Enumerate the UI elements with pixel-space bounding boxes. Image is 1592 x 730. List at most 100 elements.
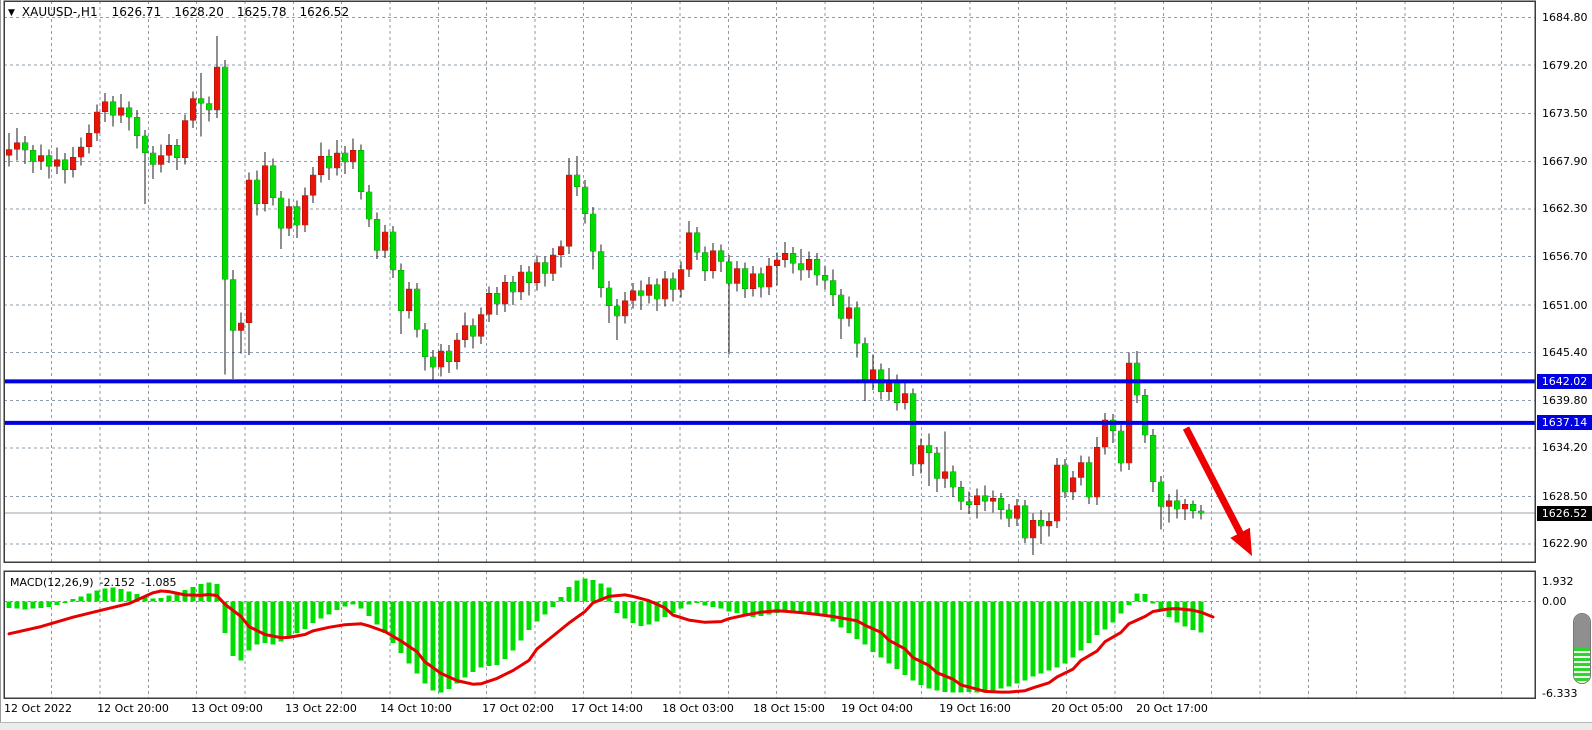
candle-body xyxy=(533,262,541,284)
macd-histogram-bar xyxy=(78,596,84,602)
candle-body xyxy=(117,107,125,116)
support-resistance-lines[interactable] xyxy=(4,379,1535,425)
candle-body xyxy=(165,144,173,156)
candle-body xyxy=(1045,520,1053,527)
macd-histogram-bar xyxy=(94,590,100,602)
candle-body xyxy=(981,495,989,502)
macd-histogram-bar xyxy=(262,601,268,644)
candle-body xyxy=(301,195,309,226)
candle-body xyxy=(957,486,965,502)
macd-histogram-bar xyxy=(454,601,460,684)
macd-histogram-bar xyxy=(902,601,908,675)
macd-histogram-bar xyxy=(1198,601,1204,633)
chart-frames xyxy=(3,0,1536,699)
macd-histogram-bar xyxy=(390,601,396,644)
macd-histogram-bar xyxy=(1062,601,1068,664)
candle-body xyxy=(1101,419,1109,448)
macd-histogram-bar xyxy=(590,579,596,602)
macd-histogram-bar xyxy=(366,601,372,616)
macd-scale[interactable]: 1.932 0.00 -6.333 xyxy=(1542,560,1592,705)
macd-histogram-bar xyxy=(158,597,164,602)
candle-body xyxy=(677,269,685,290)
candle-body xyxy=(1029,519,1037,539)
macd-histogram-bar xyxy=(1102,601,1108,630)
trend-arrow-annotation[interactable] xyxy=(1182,426,1252,556)
macd-histogram-bar xyxy=(686,601,692,605)
candle-body xyxy=(405,288,413,312)
candle-body xyxy=(149,152,157,165)
macd-histogram-bar xyxy=(758,601,764,616)
macd-histogram-bar xyxy=(558,597,564,602)
time-axis[interactable]: 12 Oct 2022 12 Oct 20:00 13 Oct 09:00 13 Oc… xyxy=(0,700,1535,718)
candle-body xyxy=(205,103,213,111)
candle-body xyxy=(733,268,741,284)
candle-body xyxy=(213,66,221,111)
macd-title: MACD(12,26,9) xyxy=(10,576,94,589)
price-axis[interactable]: 1684.80 1679.20 1673.50 1667.90 1662.30 1656.… xyxy=(1542,0,1592,560)
macd-histogram-bar xyxy=(422,601,428,684)
candle-body xyxy=(269,165,277,199)
candle-body xyxy=(317,155,325,176)
macd-histogram-bar xyxy=(102,588,108,602)
candle-body xyxy=(325,155,333,169)
candle-body xyxy=(469,325,477,337)
price-tick-label: 1634.20 xyxy=(1542,441,1588,455)
macd-histogram-bar xyxy=(1046,601,1052,671)
candle-body xyxy=(1005,509,1013,519)
candle-body xyxy=(1125,362,1133,464)
time-tick-label: 20 Oct 05:00 xyxy=(1051,702,1123,715)
macd-histogram-bar xyxy=(934,601,940,691)
time-tick-label: 14 Oct 10:00 xyxy=(380,702,452,715)
candle-body xyxy=(813,258,821,276)
price-tick-label: 1645.40 xyxy=(1542,346,1588,360)
macd-histogram-bar xyxy=(1078,601,1084,651)
candle-body xyxy=(845,307,853,319)
macd-histogram-bar xyxy=(286,601,292,638)
time-tick-label: 12 Oct 2022 xyxy=(3,702,73,715)
macd-histogram-bar xyxy=(350,601,356,605)
macd-histogram-bar xyxy=(526,601,532,631)
candle-body xyxy=(1189,503,1197,512)
macd-histogram-bar xyxy=(982,601,988,693)
macd-histogram-bar xyxy=(750,601,756,618)
macd-histogram-bar xyxy=(446,601,452,690)
candle-body xyxy=(85,132,93,148)
candle-body xyxy=(541,262,549,274)
vertical-scrollbar[interactable] xyxy=(1573,613,1591,684)
candle-body xyxy=(717,250,725,262)
scrollbar-thumb[interactable] xyxy=(1574,614,1590,648)
candle-body xyxy=(333,152,341,169)
current-price-box: 1626.52 xyxy=(1537,505,1592,521)
macd-histogram-bar xyxy=(1094,601,1100,636)
ohlc-collapse-icon[interactable]: ▼ xyxy=(8,8,15,18)
candle-body xyxy=(501,281,509,305)
macd-signal-line xyxy=(7,589,1215,694)
macd-histogram-bar xyxy=(430,601,436,691)
candle-body xyxy=(925,445,933,454)
macd-histogram-bar xyxy=(214,584,220,602)
candle-body xyxy=(461,325,469,341)
candle-body xyxy=(621,300,629,317)
macd-histogram-bar xyxy=(726,601,732,612)
candle-body xyxy=(13,142,21,150)
macd-histogram-bar xyxy=(974,601,980,693)
price-tick-label: 1628.50 xyxy=(1542,489,1588,503)
candle-body xyxy=(1069,477,1077,493)
candle-body xyxy=(933,452,941,479)
macd-histogram-bar xyxy=(326,601,332,615)
macd-histogram-bar xyxy=(910,601,916,681)
macd-histogram-bar xyxy=(110,587,116,602)
candle-body xyxy=(261,165,269,205)
macd-histogram-bar xyxy=(166,595,172,602)
candle-body xyxy=(109,101,117,116)
macd-indicator-label: MACD(12,26,9) -2.152 -1.085 xyxy=(10,576,182,589)
candle-body xyxy=(493,292,501,305)
candle-body xyxy=(661,278,669,300)
macd-histogram-bar xyxy=(230,601,236,657)
candle-body xyxy=(829,280,837,296)
candle-body xyxy=(437,350,445,368)
candle-body xyxy=(517,271,525,293)
macd-histogram-bar xyxy=(206,582,212,602)
macd-histogram-bar xyxy=(550,601,556,608)
